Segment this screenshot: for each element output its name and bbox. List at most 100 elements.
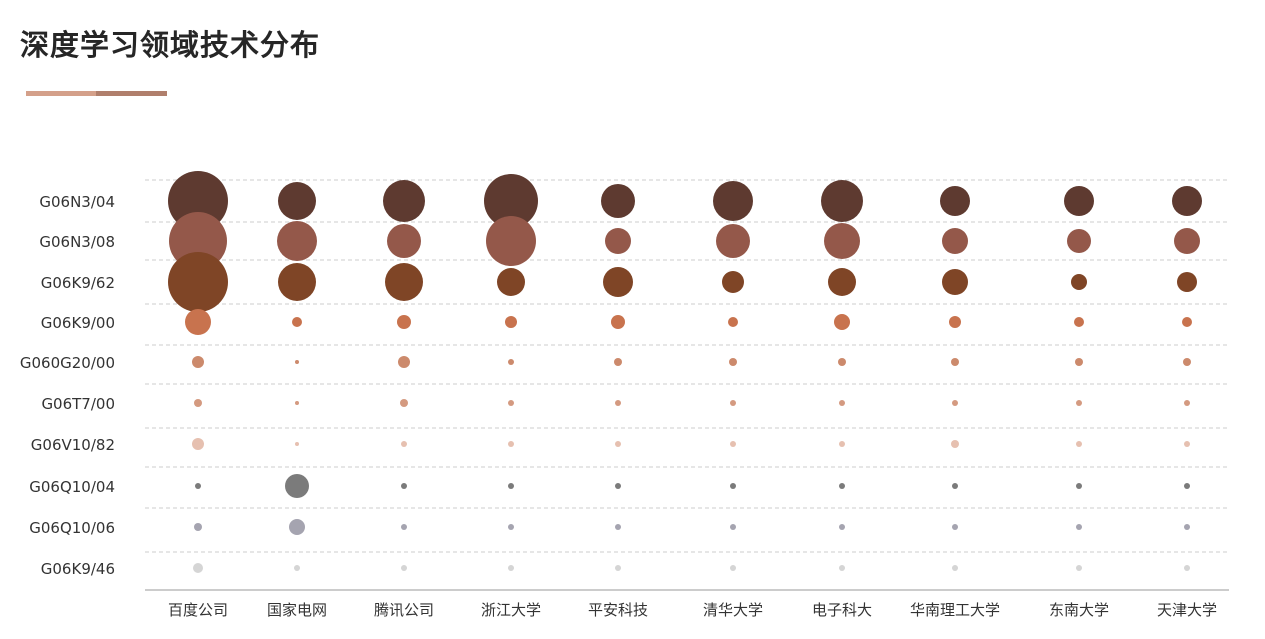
bubble-G06V10/82-电子科大	[839, 441, 845, 447]
y-tick-label: G06Q10/06	[29, 519, 115, 537]
bubble-G06K9/00-浙江大学	[505, 316, 517, 328]
bubble-G06N3/04-电子科大	[821, 180, 863, 222]
bubble-G06T7/00-天津大学	[1184, 400, 1190, 406]
bubble-G06Q10/04-东南大学	[1076, 483, 1082, 489]
bubble-G060G20/00-清华大学	[729, 358, 737, 366]
bubble-G06K9/46-浙江大学	[508, 565, 514, 571]
bubble-G060G20/00-腾讯公司	[398, 356, 410, 368]
x-tick-label: 清华大学	[703, 601, 763, 619]
x-axis-labels: 百度公司 国家电网 腾讯公司 浙江大学 平安科技 清华大学 电子科大 华南理工大学 东南大学 天津…	[168, 601, 1217, 619]
bubble-G06T7/00-国家电网	[295, 401, 299, 405]
bubble-G06Q10/06-平安科技	[615, 524, 621, 530]
bubble-G06K9/62-电子科大	[828, 268, 856, 296]
bubble-G06N3/08-清华大学	[716, 224, 750, 258]
bubble-G06V10/82-平安科技	[615, 441, 621, 447]
bubble-G06K9/00-百度公司	[185, 309, 211, 335]
bubble-G06Q10/04-电子科大	[839, 483, 845, 489]
bubble-G06V10/82-国家电网	[295, 442, 299, 446]
bubble-G060G20/00-天津大学	[1183, 358, 1191, 366]
x-tick-label: 百度公司	[168, 601, 228, 619]
bubble-G06K9/62-清华大学	[722, 271, 744, 293]
x-tick-label: 国家电网	[267, 601, 327, 619]
bubble-G06K9/00-东南大学	[1074, 317, 1084, 327]
bubble-G06T7/00-清华大学	[730, 400, 736, 406]
bubble-G06K9/46-百度公司	[193, 563, 203, 573]
bubble-G06N3/04-腾讯公司	[383, 180, 425, 222]
bubble-G06K9/00-华南理工大学	[949, 316, 961, 328]
bubble-G06N3/08-腾讯公司	[387, 224, 421, 258]
bubble-G06K9/62-腾讯公司	[385, 263, 423, 301]
bubble-G06Q10/06-清华大学	[730, 524, 736, 530]
bubble-G06N3/04-清华大学	[713, 181, 753, 221]
bubble-G06Q10/04-腾讯公司	[401, 483, 407, 489]
bubble-G06N3/08-浙江大学	[486, 216, 536, 266]
bubble-G06K9/46-电子科大	[839, 565, 845, 571]
y-tick-label: G06Q10/04	[29, 478, 115, 496]
bubble-G06K9/62-国家电网	[278, 263, 316, 301]
bubble-G06K9/62-平安科技	[603, 267, 633, 297]
bubble-G06N3/04-平安科技	[601, 184, 635, 218]
bubble-G06T7/00-百度公司	[194, 399, 202, 407]
bubble-G06K9/62-华南理工大学	[942, 269, 968, 295]
y-tick-label: G060G20/00	[20, 354, 115, 372]
bubble-G06V10/82-百度公司	[192, 438, 204, 450]
page-title: 深度学习领域技术分布	[20, 28, 321, 62]
bubble-G06K9/46-清华大学	[730, 565, 736, 571]
bubble-G06N3/04-东南大学	[1064, 186, 1094, 216]
bubble-G06T7/00-东南大学	[1076, 400, 1082, 406]
bubble-G06Q10/06-天津大学	[1184, 524, 1190, 530]
bubble-G06V10/82-浙江大学	[508, 441, 514, 447]
y-tick-label: G06V10/82	[31, 436, 115, 454]
x-tick-label: 腾讯公司	[374, 601, 434, 619]
bubble-G06N3/08-电子科大	[824, 223, 860, 259]
bubble-G06N3/08-东南大学	[1067, 229, 1091, 253]
bubble-G06K9/46-东南大学	[1076, 565, 1082, 571]
bubble-G06Q10/06-百度公司	[194, 523, 202, 531]
bubble-G06T7/00-华南理工大学	[952, 400, 958, 406]
bubble-G060G20/00-国家电网	[295, 360, 299, 364]
x-tick-label: 电子科大	[812, 601, 872, 619]
bubble-G06Q10/06-东南大学	[1076, 524, 1082, 530]
bubble-G06V10/82-天津大学	[1184, 441, 1190, 447]
bubble-G06N3/04-百度公司	[168, 171, 228, 231]
bubble-G06K9/46-腾讯公司	[401, 565, 407, 571]
bubble-G06T7/00-浙江大学	[508, 400, 514, 406]
bubble-G06N3/08-百度公司	[169, 212, 227, 270]
bubble-G06K9/62-天津大学	[1177, 272, 1197, 292]
bubble-G060G20/00-浙江大学	[508, 359, 514, 365]
bubble-G06K9/46-天津大学	[1184, 565, 1190, 571]
bubble-G060G20/00-华南理工大学	[951, 358, 959, 366]
bubble-G06K9/62-浙江大学	[497, 268, 525, 296]
bubble-G060G20/00-电子科大	[838, 358, 846, 366]
bubble-G06V10/82-东南大学	[1076, 441, 1082, 447]
bubble-G06N3/08-平安科技	[605, 228, 631, 254]
bubble-G06Q10/04-平安科技	[615, 483, 621, 489]
bubble-G06T7/00-电子科大	[839, 400, 845, 406]
bubble-layer	[168, 171, 1202, 573]
bubble-G06K9/46-华南理工大学	[952, 565, 958, 571]
title-accent-bar-left	[26, 91, 96, 96]
title-accent-bar-right	[96, 91, 167, 96]
bubble-G060G20/00-百度公司	[192, 356, 204, 368]
y-tick-label: G06K9/46	[41, 560, 115, 578]
y-axis-labels: G06N3/04 G06N3/08 G06K9/62 G06K9/00 G060G20/…	[20, 193, 115, 578]
bubble-G06N3/04-华南理工大学	[940, 186, 970, 216]
gridlines	[145, 179, 1229, 591]
bubble-G06K9/00-国家电网	[292, 317, 302, 327]
bubble-G06T7/00-平安科技	[615, 400, 621, 406]
bubble-G06N3/04-浙江大学	[484, 174, 538, 228]
y-tick-label: G06N3/08	[39, 233, 115, 251]
y-tick-label: G06K9/00	[41, 314, 115, 332]
bubble-G06N3/08-国家电网	[277, 221, 317, 261]
bubble-G06Q10/04-国家电网	[285, 474, 309, 498]
bubble-G06Q10/06-国家电网	[289, 519, 305, 535]
bubble-G06Q10/04-浙江大学	[508, 483, 514, 489]
y-tick-label: G06N3/04	[39, 193, 115, 211]
bubble-G06V10/82-华南理工大学	[951, 440, 959, 448]
x-tick-label: 平安科技	[588, 601, 648, 619]
bubble-G06Q10/04-清华大学	[730, 483, 736, 489]
bubble-G06N3/08-华南理工大学	[942, 228, 968, 254]
bubble-G06N3/04-国家电网	[278, 182, 316, 220]
bubble-G06K9/46-国家电网	[294, 565, 300, 571]
bubble-G06Q10/06-浙江大学	[508, 524, 514, 530]
